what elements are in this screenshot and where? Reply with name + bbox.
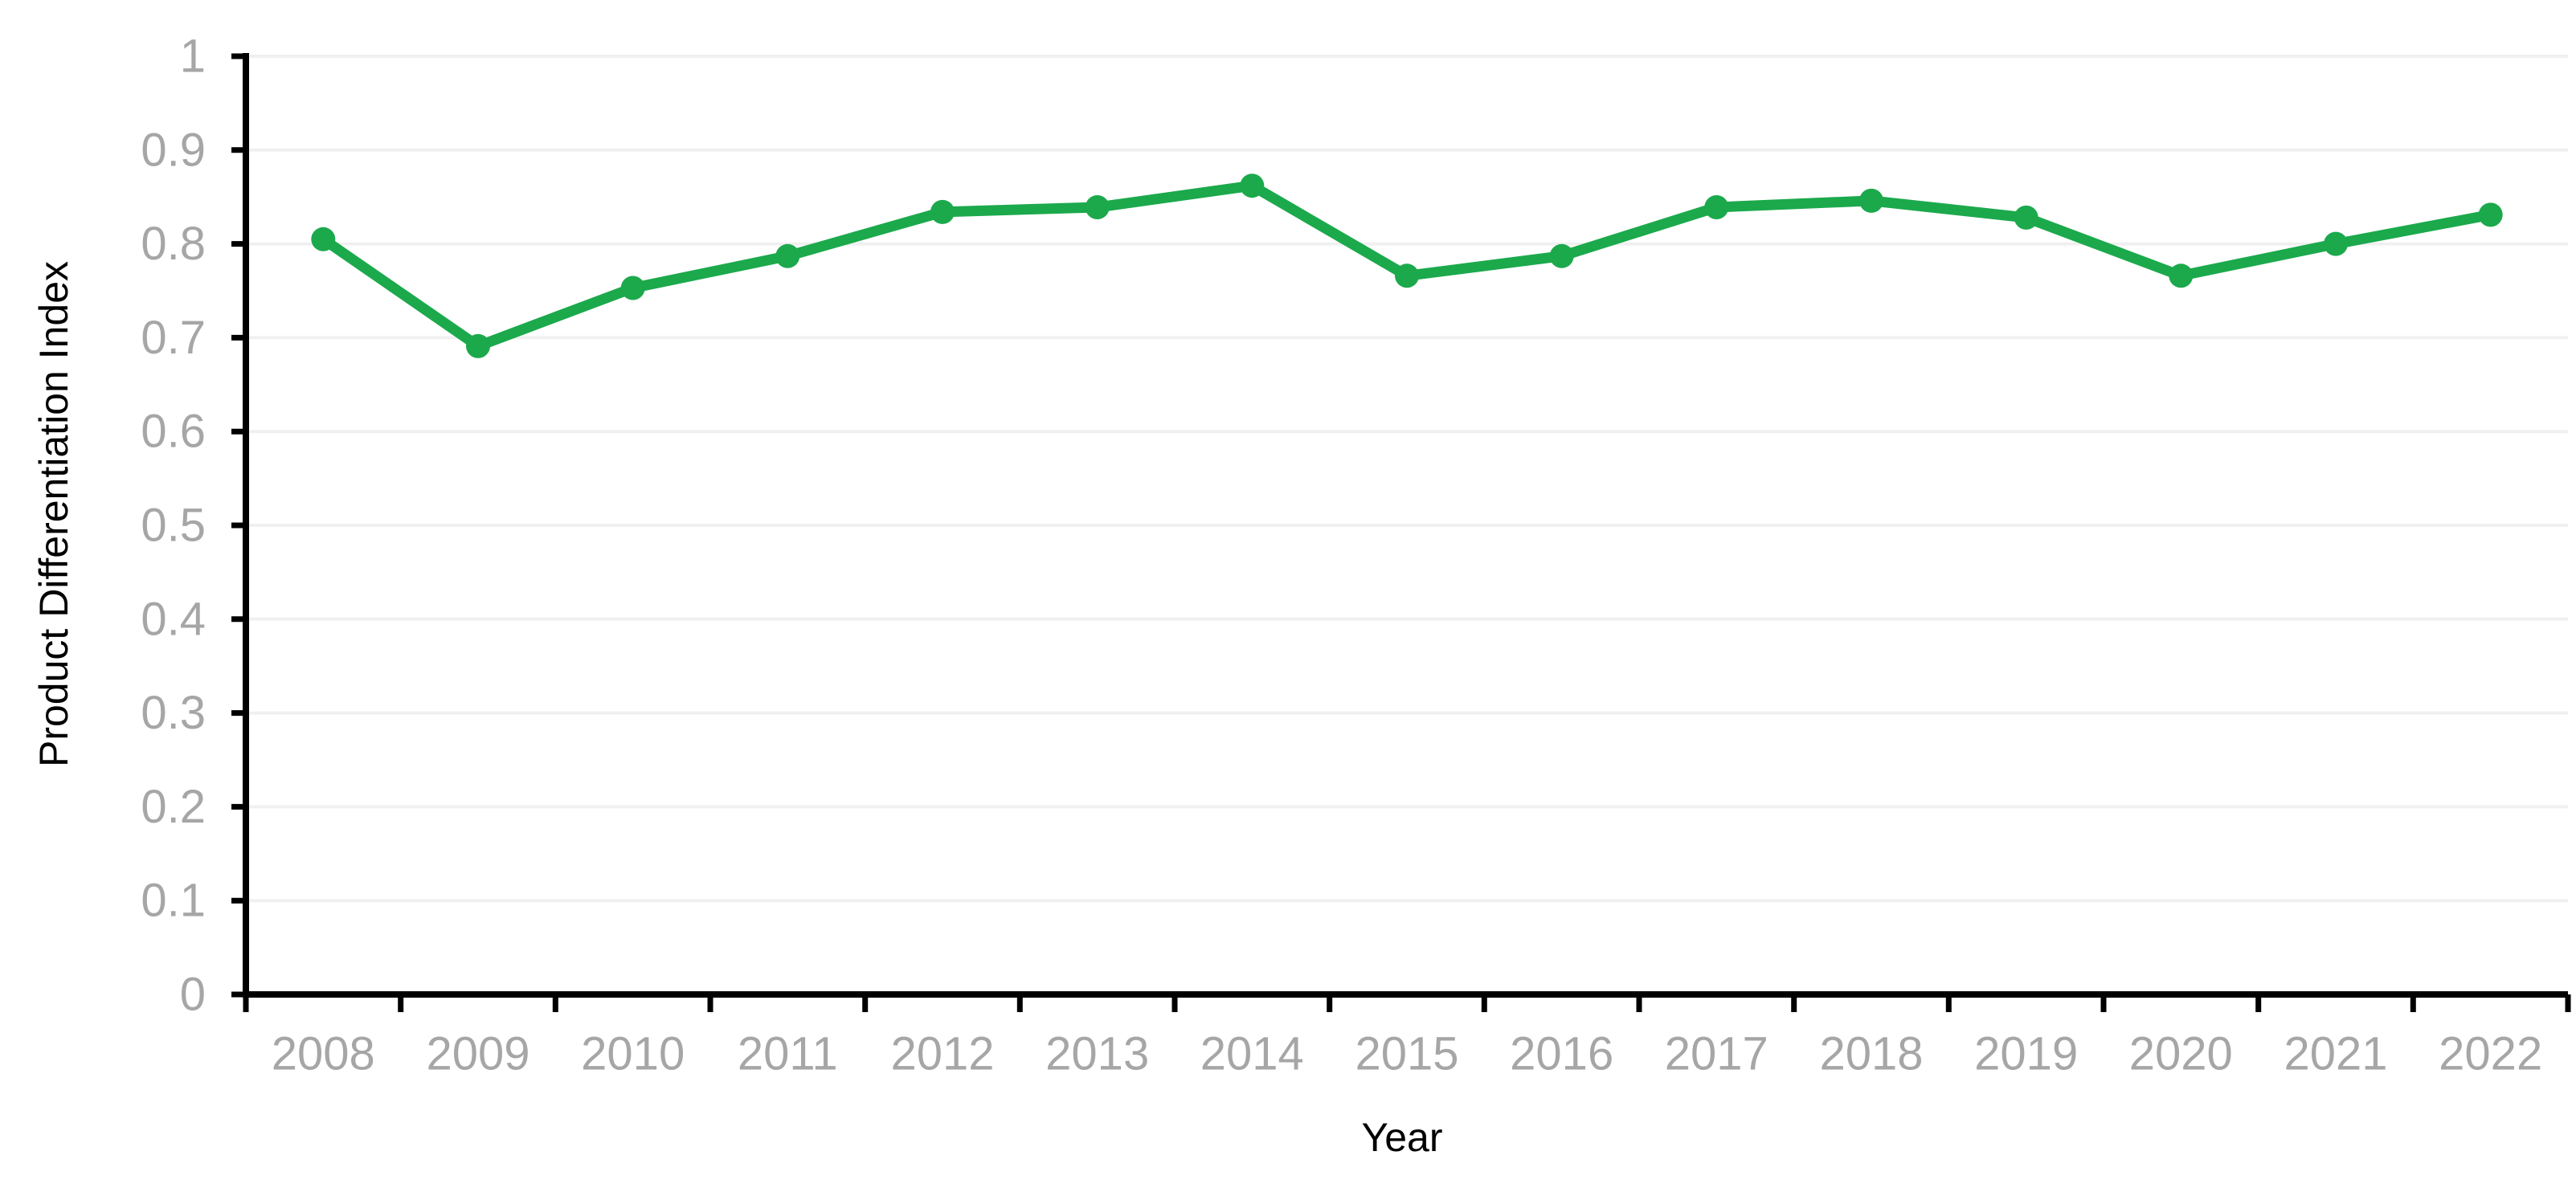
x-tick-label: 2015 (1355, 1028, 1458, 1080)
x-tick-label: 2016 (1510, 1028, 1613, 1080)
data-point-marker (2478, 202, 2503, 227)
x-tick-label: 2014 (1200, 1028, 1304, 1080)
data-point-marker (311, 227, 336, 251)
x-tick-label: 2018 (1819, 1028, 1923, 1080)
data-point-marker (1704, 195, 1729, 219)
x-tick-label: 2019 (1974, 1028, 2078, 1080)
y-tick-label: 1 (180, 31, 206, 83)
y-tick-label: 0 (180, 969, 206, 1021)
x-tick-label: 2017 (1665, 1028, 1768, 1080)
data-point-marker (1240, 174, 1265, 198)
x-tick-label: 2021 (2284, 1028, 2387, 1080)
x-tick-label: 2011 (738, 1028, 838, 1080)
data-point-marker (466, 333, 490, 358)
y-tick-label: 0.5 (141, 500, 206, 552)
y-tick-label: 0.3 (141, 687, 206, 739)
y-tick-label: 0.6 (141, 406, 206, 458)
data-point-marker (930, 199, 955, 224)
data-point-marker (2169, 263, 2194, 288)
y-tick-label: 0.2 (141, 781, 206, 833)
x-tick-label: 2020 (2129, 1028, 2233, 1080)
x-tick-label: 2009 (426, 1028, 530, 1080)
y-tick-label: 0.4 (141, 593, 206, 645)
data-point-marker (1549, 243, 1574, 268)
x-tick-label: 2022 (2439, 1028, 2542, 1080)
x-tick-label: 2013 (1045, 1028, 1149, 1080)
y-tick-label: 0.9 (141, 124, 206, 176)
x-tick-label: 2010 (581, 1028, 685, 1080)
data-point-marker (775, 243, 800, 268)
data-point-marker (1859, 188, 1883, 213)
data-point-marker (620, 276, 645, 300)
data-point-marker (2014, 205, 2038, 230)
x-tick-label: 2008 (272, 1028, 375, 1080)
y-tick-label: 0.8 (141, 218, 206, 270)
x-axis-title: Year (1361, 1115, 1443, 1160)
data-point-marker (1395, 263, 1419, 288)
x-tick-label: 2012 (890, 1028, 994, 1080)
y-tick-label: 0.1 (141, 875, 206, 927)
y-axis-title: Product Differentiation Index (31, 260, 76, 768)
data-point-marker (1085, 195, 1110, 219)
y-tick-label: 0.7 (141, 312, 206, 364)
data-point-marker (2324, 231, 2348, 256)
